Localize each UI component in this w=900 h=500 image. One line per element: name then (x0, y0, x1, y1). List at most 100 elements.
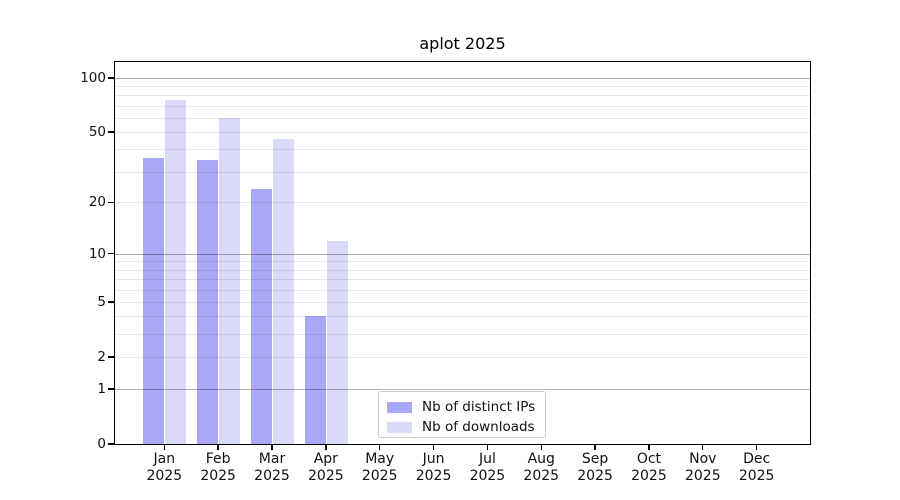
gridline-y-10 (115, 253, 810, 255)
y-tick-5 (108, 301, 114, 303)
gridline-y-80 (115, 95, 810, 97)
x-tick-year-jul: 2025 (469, 468, 506, 484)
gridline-y-30 (115, 171, 810, 173)
x-tick-month-oct: Oct (636, 451, 662, 467)
y-tick-2 (108, 356, 114, 358)
x-tick-dec (755, 445, 758, 450)
legend-swatch-distinct-ips-icon (387, 401, 412, 413)
x-tick-year-apr: 2025 (308, 468, 344, 484)
x-tick-mar (271, 445, 273, 450)
x-tick-year-jun: 2025 (415, 468, 452, 484)
x-tick-apr (325, 445, 327, 450)
bar-ips-apr (304, 316, 326, 444)
gridline-y-70 (115, 105, 810, 107)
x-tick-jan (163, 445, 165, 450)
y-tick-label-100: 100 (80, 69, 106, 86)
x-tick-year-aug: 2025 (523, 468, 560, 484)
gridline-y-8 (115, 269, 810, 271)
x-tick-label-oct: Oct 2025 (619, 451, 679, 485)
gridline-y-100 (115, 77, 810, 79)
x-tick-year-dec: 2025 (738, 468, 775, 484)
y-tick-label-0: 0 (97, 436, 106, 452)
x-tick-month-apr: Apr (313, 451, 338, 467)
x-tick-label-dec: Dec 2025 (727, 451, 787, 485)
gridline-y-60 (115, 117, 810, 119)
plot-area (114, 61, 811, 445)
gridline-y-90 (115, 86, 810, 88)
gridline-y-6 (115, 289, 810, 291)
x-tick-may (379, 445, 381, 450)
x-tick-jul (486, 445, 489, 450)
x-tick-month-jan: Jan (153, 451, 176, 467)
x-tick-month-jul: Jul (478, 451, 496, 467)
y-tick-label-2: 2 (97, 348, 106, 365)
gridline-y-1 (115, 389, 810, 391)
x-tick-month-feb: Feb (205, 451, 231, 467)
x-tick-label-jul: Jul 2025 (457, 451, 517, 485)
x-tick-month-nov: Nov (689, 451, 717, 467)
x-tick-month-aug: Aug (527, 451, 555, 467)
legend-item-distinct-ips: Nb of distinct IPs (387, 399, 537, 415)
legend: Nb of distinct IPs Nb of downloads (378, 391, 546, 438)
legend-label-downloads: Nb of downloads (422, 419, 535, 435)
y-tick-label-5: 5 (97, 293, 106, 310)
bar-ips-jan (143, 157, 165, 444)
x-tick-feb (217, 445, 219, 450)
gridline-y-2 (115, 356, 810, 358)
x-tick-month-sep: Sep (581, 451, 609, 467)
x-tick-label-aug: Aug 2025 (511, 451, 571, 485)
y-tick-label-10: 10 (88, 245, 106, 262)
x-tick-year-jan: 2025 (146, 468, 183, 484)
bar-downloads-feb (219, 117, 241, 444)
x-tick-label-sep: Sep 2025 (565, 451, 625, 485)
x-tick-oct (648, 445, 650, 450)
x-tick-year-mar: 2025 (254, 468, 290, 484)
bar-downloads-apr (326, 240, 348, 444)
x-tick-month-may: May (365, 451, 395, 467)
bar-downloads-jan (165, 100, 187, 444)
gridline-y-7 (115, 279, 810, 281)
gridline-y-3 (115, 334, 810, 336)
x-tick-label-feb: Feb 2025 (188, 451, 248, 485)
x-tick-label-apr: Apr 2025 (296, 451, 356, 485)
legend-item-downloads: Nb of downloads (387, 419, 537, 435)
y-tick-0 (108, 443, 114, 445)
y-tick-label-20: 20 (88, 194, 106, 211)
x-tick-month-jun: Jun (422, 451, 445, 467)
x-tick-month-dec: Dec (743, 451, 771, 467)
y-tick-10 (108, 253, 114, 255)
x-tick-sep (594, 445, 596, 450)
x-tick-label-nov: Nov 2025 (673, 451, 733, 485)
bar-downloads-mar (273, 138, 294, 444)
x-tick-label-jan: Jan 2025 (134, 451, 194, 485)
y-tick-50 (108, 131, 114, 133)
x-tick-label-may: May 2025 (350, 451, 410, 485)
x-tick-year-nov: 2025 (684, 468, 721, 484)
bar-ips-feb (197, 159, 219, 444)
gridline-y-40 (115, 149, 810, 151)
y-tick-20 (108, 201, 114, 204)
y-tick-label-50: 50 (88, 124, 106, 141)
gridline-y-9 (115, 261, 810, 263)
legend-swatch-downloads-icon (387, 421, 412, 433)
x-tick-nov (702, 445, 704, 450)
gridline-y-4 (115, 316, 810, 318)
legend-label-distinct-ips: Nb of distinct IPs (422, 399, 536, 415)
x-tick-label-jun: Jun 2025 (404, 451, 464, 485)
chart-title: aplot 2025 (419, 34, 506, 53)
x-tick-year-may: 2025 (361, 468, 398, 484)
x-tick-aug (540, 445, 542, 450)
bar-ips-mar (251, 188, 272, 444)
gridline-y-20 (115, 202, 810, 204)
gridline-y-50 (115, 132, 810, 134)
y-tick-1 (108, 388, 114, 390)
x-tick-year-feb: 2025 (200, 468, 236, 484)
x-tick-year-oct: 2025 (631, 468, 667, 484)
x-tick-label-mar: Mar 2025 (242, 451, 302, 485)
gridline-y-5 (115, 301, 810, 303)
y-tick-100 (108, 77, 114, 79)
y-tick-label-1: 1 (97, 381, 106, 398)
x-tick-jun (432, 445, 435, 450)
x-tick-month-mar: Mar (258, 451, 286, 467)
